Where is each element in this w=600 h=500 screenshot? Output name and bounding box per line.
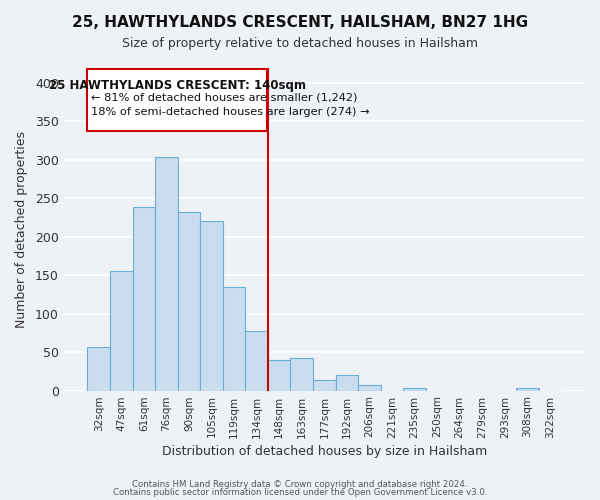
Bar: [290, 358, 313, 390]
Text: 25, HAWTHYLANDS CRESCENT, HAILSHAM, BN27 1HG: 25, HAWTHYLANDS CRESCENT, HAILSHAM, BN27…: [72, 15, 528, 30]
Bar: [223, 286, 245, 391]
Text: 25 HAWTHYLANDS CRESCENT: 140sqm: 25 HAWTHYLANDS CRESCENT: 140sqm: [49, 79, 305, 92]
Bar: [88, 346, 110, 391]
Text: ← 81% of detached houses are smaller (1,242): ← 81% of detached houses are smaller (1,…: [91, 93, 357, 103]
Bar: [245, 332, 268, 390]
Bar: [403, 388, 426, 390]
Bar: [358, 385, 381, 390]
Bar: [178, 212, 200, 390]
Y-axis label: Number of detached properties: Number of detached properties: [15, 130, 28, 328]
Bar: [155, 158, 178, 390]
Bar: [200, 222, 223, 390]
Text: Size of property relative to detached houses in Hailsham: Size of property relative to detached ho…: [122, 38, 478, 51]
X-axis label: Distribution of detached houses by size in Hailsham: Distribution of detached houses by size …: [162, 444, 487, 458]
Text: Contains HM Land Registry data © Crown copyright and database right 2024.: Contains HM Land Registry data © Crown c…: [132, 480, 468, 489]
Bar: [516, 388, 539, 390]
FancyBboxPatch shape: [88, 69, 267, 130]
Bar: [335, 375, 358, 390]
Text: 18% of semi-detached houses are larger (274) →: 18% of semi-detached houses are larger (…: [91, 108, 369, 118]
Bar: [313, 380, 335, 390]
Bar: [133, 208, 155, 390]
Text: Contains public sector information licensed under the Open Government Licence v3: Contains public sector information licen…: [113, 488, 487, 497]
Bar: [110, 272, 133, 390]
Bar: [268, 360, 290, 390]
